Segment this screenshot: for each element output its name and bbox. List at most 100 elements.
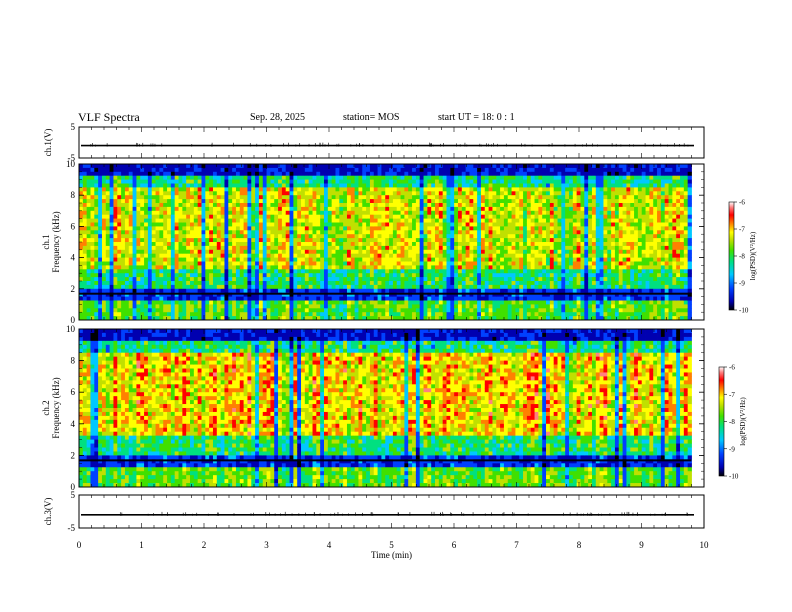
spectrogram-cell [216, 269, 222, 274]
spectrogram-cell [465, 288, 470, 294]
spectrogram-cell [324, 206, 329, 212]
spectrogram-cell [301, 253, 306, 258]
spectrogram-cell [492, 171, 497, 177]
spectrogram-cell [274, 199, 279, 204]
spectrogram-cell [312, 214, 317, 219]
spectrogram-cell [396, 265, 401, 270]
spectrogram-cell [266, 171, 271, 177]
spectrogram-cell [385, 199, 390, 204]
spectrogram-cell [438, 261, 444, 266]
spectrogram-cell [324, 292, 329, 297]
spectrogram-cell [431, 292, 436, 297]
spectrogram-cell [358, 230, 363, 235]
spectrogram-cell [101, 253, 107, 258]
spectrogram-cell [400, 167, 405, 173]
spectrogram-cell [117, 265, 122, 270]
spectrogram-cell [320, 284, 325, 290]
spectrogram-cell [163, 171, 168, 177]
spectrogram-cell [186, 253, 191, 258]
spectrogram-cell [346, 222, 352, 227]
spectrogram-cell [320, 292, 325, 297]
spectrogram-cell [113, 312, 118, 317]
spectrogram-cell [431, 245, 436, 251]
spectrogram-cell [366, 199, 371, 204]
spectrogram-cell [385, 253, 390, 258]
spectrogram-cell [385, 261, 390, 266]
spectrogram-cell [503, 199, 509, 204]
spectrogram-cell [346, 312, 352, 317]
spectrogram-cell [431, 226, 436, 231]
spectrogram-cell [446, 234, 451, 239]
spectrogram-cell [431, 179, 436, 184]
spectrogram-cell [140, 222, 145, 227]
spectrogram-cell [151, 195, 156, 200]
spectrogram-cell [400, 183, 405, 188]
spectrogram-cell [454, 226, 459, 231]
spectrogram-cell [167, 288, 172, 294]
spectrogram-cell [431, 242, 436, 247]
spectrogram-cell [381, 171, 386, 177]
spectrogram-cell [270, 226, 275, 231]
spectrogram-cell [232, 234, 237, 239]
spectrogram-cell [274, 273, 279, 278]
spectrogram-cell [427, 284, 432, 290]
spectrogram-cell [473, 183, 478, 188]
spectrogram-cell [255, 292, 260, 297]
spectrogram-cell [255, 288, 260, 294]
spectrogram-cell [82, 203, 88, 208]
spectrogram-cell [128, 296, 133, 301]
spectrogram-cell [404, 245, 409, 251]
spectrogram-cell [86, 206, 91, 212]
spectrogram-cell [216, 195, 222, 200]
spectrogram-cell [220, 203, 225, 208]
spectrogram-cell [419, 230, 424, 235]
spectrogram-cell [507, 261, 512, 266]
spectrogram-cell [400, 316, 405, 321]
spectrogram-cell [435, 308, 440, 313]
spectrogram-cell [461, 234, 467, 239]
spectrogram-cell [408, 316, 413, 321]
spectrogram-cell [343, 288, 348, 294]
spectrogram-cell [350, 281, 356, 286]
spectrogram-cell [281, 214, 287, 219]
spectrogram-cell [289, 304, 294, 309]
spectrogram-cell [385, 238, 390, 243]
spectrogram-cell [140, 210, 145, 216]
spectrogram-cell [301, 304, 306, 309]
spectrogram-cell [343, 316, 348, 321]
spectrogram-cell [308, 288, 313, 294]
spectrogram-cell [255, 167, 260, 173]
spectrogram-cell [308, 226, 313, 231]
spectrogram-cell [270, 171, 275, 177]
spectrogram-cell [519, 292, 524, 297]
spectrogram-cell [343, 300, 348, 305]
spectrogram-cell [308, 179, 313, 184]
spectrogram-cell [477, 273, 482, 278]
spectrogram-cell [205, 261, 210, 266]
spectrogram-cell [343, 222, 348, 227]
spectrogram-cell [243, 284, 248, 290]
spectrogram-cell [243, 312, 248, 317]
spectrogram-cell [79, 230, 84, 235]
spectrogram-cell [167, 261, 172, 266]
spectrogram-cell [396, 281, 401, 286]
spectrogram-cell [477, 218, 482, 223]
spectrogram-cell [94, 253, 99, 258]
spectrogram-cell [335, 288, 340, 294]
spectrogram-cell [216, 226, 222, 231]
spectrogram-cell [209, 199, 214, 204]
spectrogram-cell [128, 222, 133, 227]
spectrogram-cell [358, 164, 363, 169]
spectrogram-cell [369, 265, 375, 270]
spectrogram-cell [523, 265, 528, 270]
spectrogram-cell [469, 312, 474, 317]
spectrogram-cell [197, 230, 202, 235]
spectrogram-cell [289, 230, 294, 235]
spectrogram-cell [209, 234, 214, 239]
spectrogram-cell [419, 206, 424, 212]
spectrogram-cell [415, 257, 421, 262]
spectrogram-cell [121, 164, 126, 169]
spectrogram-cell [124, 191, 130, 196]
spectrogram-cell [293, 249, 298, 255]
spectrogram-cell [144, 288, 149, 294]
